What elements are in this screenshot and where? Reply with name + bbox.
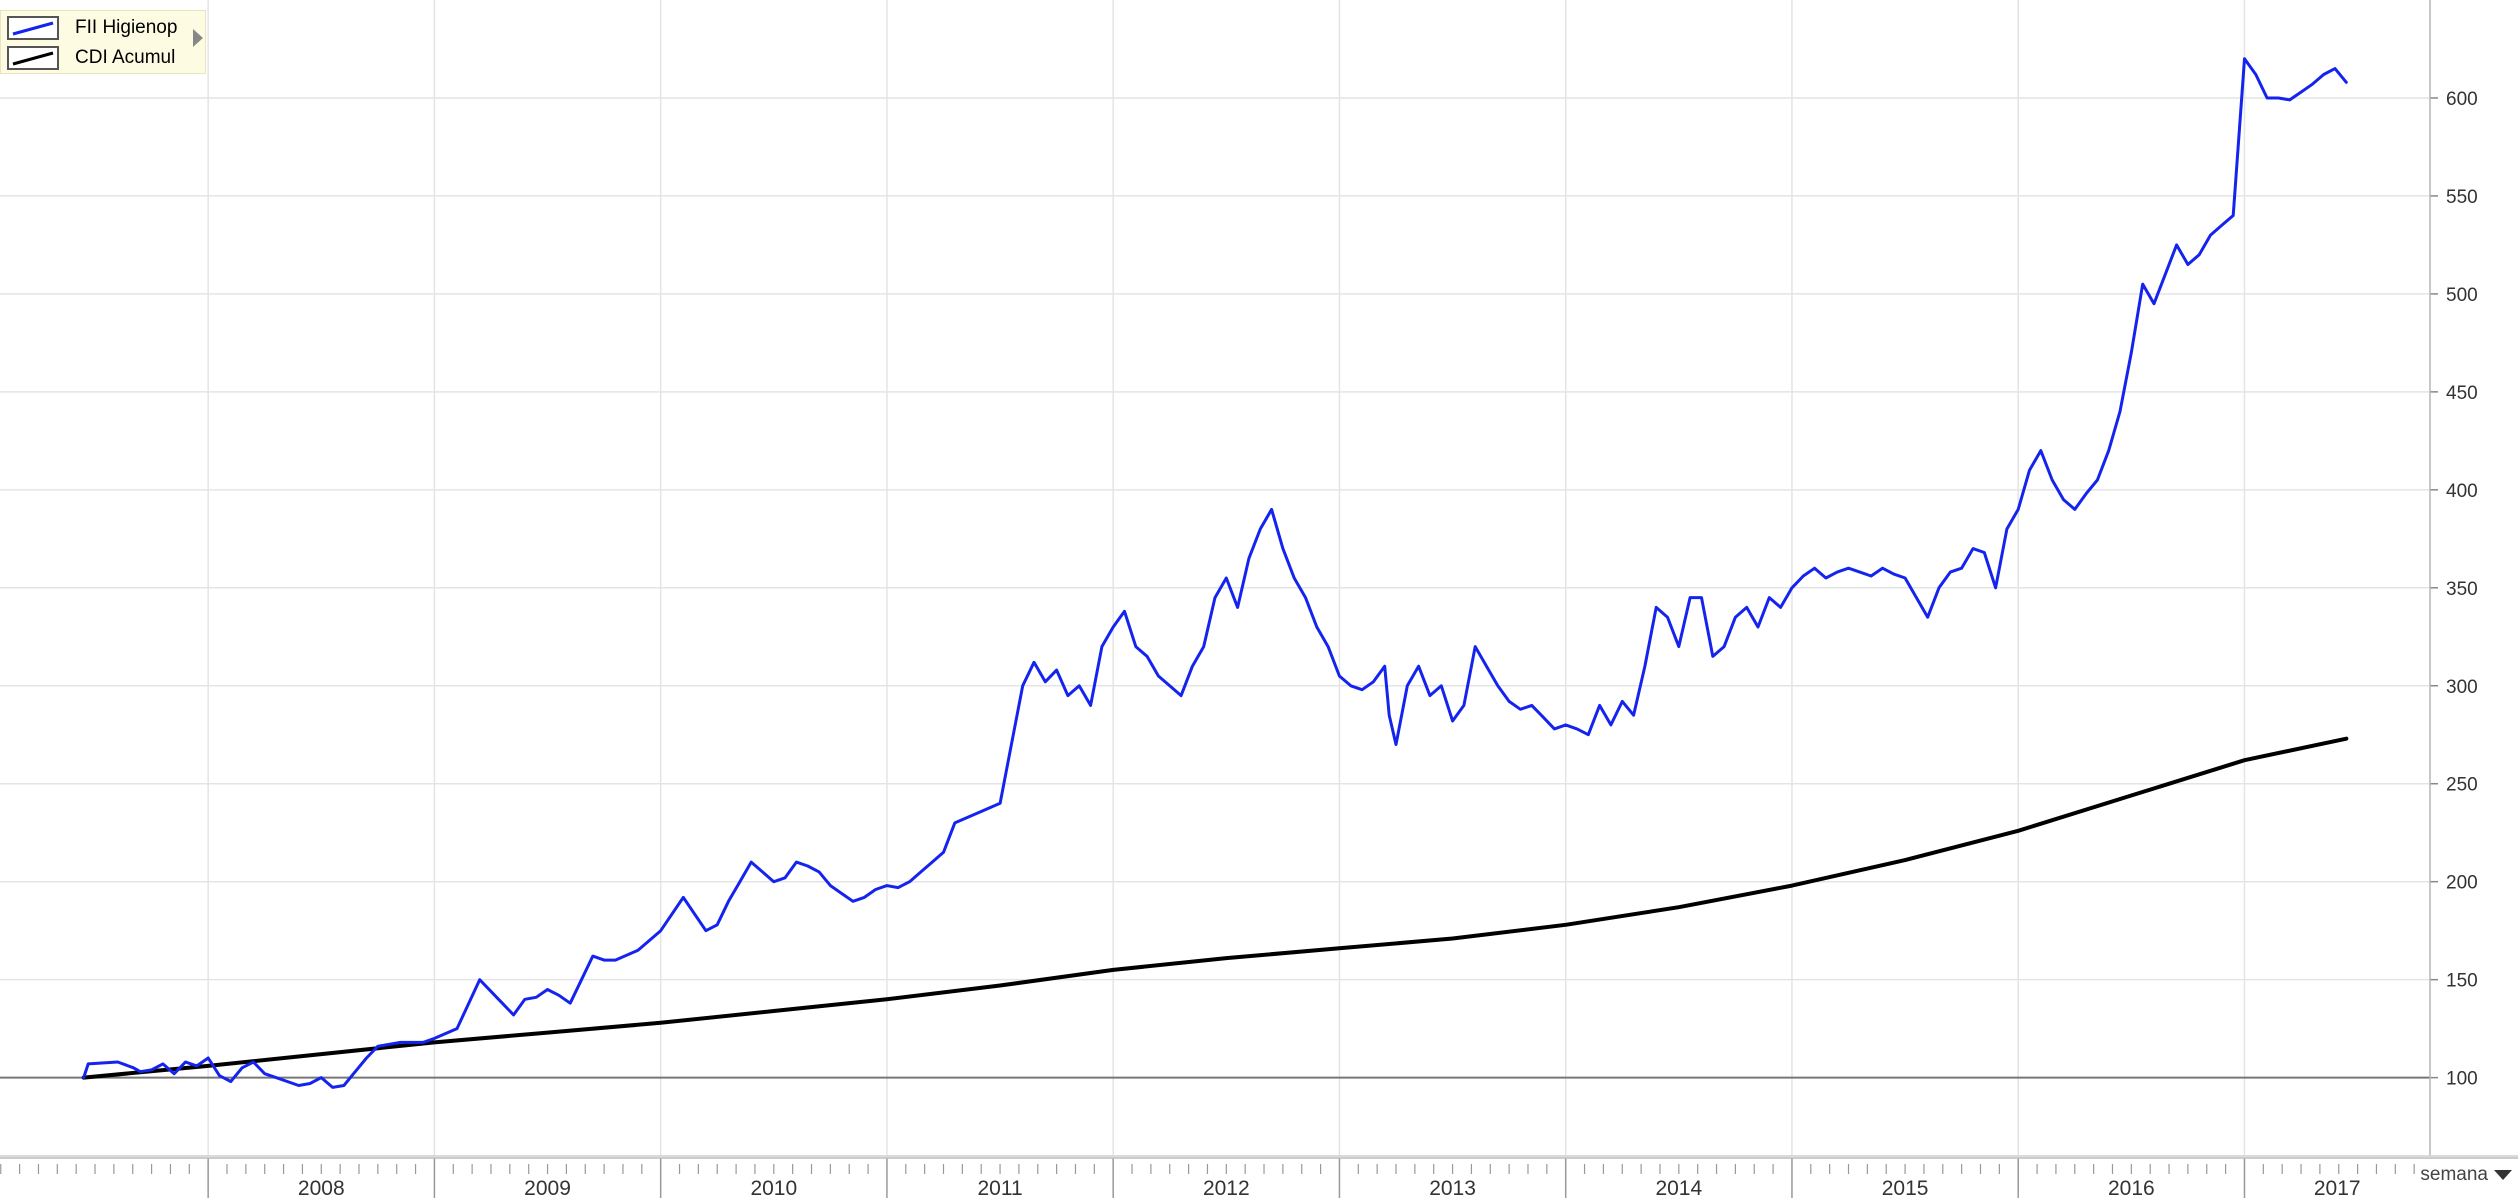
legend-swatch-fii-higienop: [7, 16, 59, 40]
series-line-fii-higienop: [82, 57, 2348, 1089]
legend[interactable]: FII Higienop CDI Acumul: [0, 10, 206, 74]
legend-expand-arrow-icon[interactable]: [193, 29, 203, 47]
grid: [0, 0, 2430, 1156]
y-tick-label: 600: [2446, 89, 2478, 110]
y-tick-label: 150: [2446, 971, 2478, 992]
y-tick-label: 200: [2446, 873, 2478, 894]
period-selector-label: semana: [2420, 1164, 2488, 1185]
x-tick-label: 2011: [977, 1177, 1022, 1200]
y-tick-label: 300: [2446, 677, 2478, 698]
y-tick-label: 400: [2446, 481, 2478, 502]
x-tick-label: 2009: [524, 1177, 571, 1200]
period-selector[interactable]: semana: [2420, 1164, 2512, 1186]
series-line-cdi-acumul: [81, 736, 2349, 1080]
x-tick-label: 2014: [1655, 1177, 1702, 1200]
legend-swatch-cdi-acumul: [7, 46, 59, 70]
legend-item-fii-higienop[interactable]: FII Higienop: [7, 14, 177, 42]
x-tick-label: 2016: [2108, 1177, 2155, 1200]
legend-item-cdi-acumul[interactable]: CDI Acumul: [7, 44, 175, 72]
x-tick-label: 2010: [750, 1177, 797, 1200]
x-tick-label: 2015: [1882, 1177, 1929, 1200]
y-tick-label: 100: [2446, 1069, 2478, 1090]
x-tick-label: 2017: [2314, 1177, 2361, 1200]
y-tick-label: 450: [2446, 383, 2478, 404]
series-group: [81, 57, 2349, 1089]
legend-label: FII Higienop: [75, 17, 178, 38]
y-tick-label: 350: [2446, 579, 2478, 600]
legend-label: CDI Acumul: [75, 47, 176, 68]
x-tick-label: 2013: [1429, 1177, 1476, 1200]
chevron-down-icon: [2494, 1170, 2512, 1180]
y-tick-label: 500: [2446, 285, 2478, 306]
x-tick-label: 2008: [298, 1177, 345, 1200]
y-tick-label: 550: [2446, 187, 2478, 208]
x-tick-label: 2012: [1203, 1177, 1250, 1200]
y-tick-label: 250: [2446, 775, 2478, 796]
